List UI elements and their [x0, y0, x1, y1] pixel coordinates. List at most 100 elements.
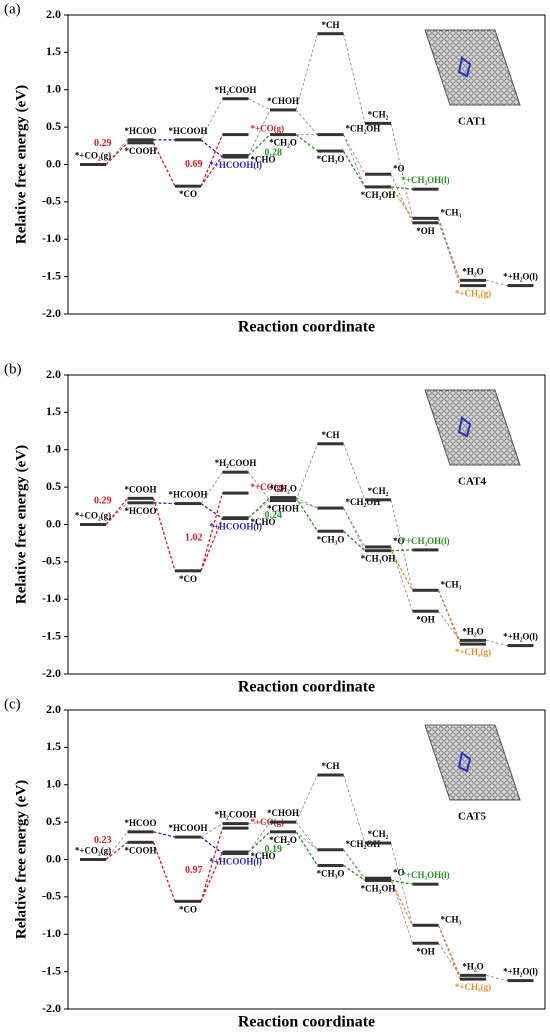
connector: [390, 842, 413, 926]
energy-level: [507, 644, 534, 648]
level-label: *O: [393, 867, 405, 877]
energy-level: [365, 549, 391, 553]
connector: [200, 155, 224, 187]
x-axis-label: Reaction coordinate: [238, 319, 375, 336]
catalyst-site: [457, 416, 472, 438]
energy-level: [222, 97, 249, 101]
level-label: *+CO₂(g): [75, 846, 111, 856]
y-tick-label: -1.5: [42, 963, 61, 977]
level-label: *OH: [416, 614, 435, 624]
connector: [438, 925, 461, 976]
energy-level: [127, 501, 154, 505]
energy-level: [460, 284, 486, 288]
level-label: *HCOOH: [168, 126, 207, 136]
energy-level: [222, 517, 249, 521]
level-label: *+CH₄(g): [455, 982, 491, 992]
energy-level: [507, 284, 534, 288]
energy-level: [80, 163, 106, 166]
level-label: *O: [393, 163, 405, 173]
energy-level: [317, 773, 344, 777]
y-tick-label: 1.5: [46, 739, 61, 753]
energy-level: [270, 830, 296, 834]
y-tick-label: 0.0: [46, 851, 61, 865]
energy-level: [270, 496, 296, 500]
energy-level: [412, 941, 439, 945]
y-tick-label: 0.5: [46, 814, 61, 828]
level-label: *COOH: [124, 146, 156, 156]
connector: [343, 864, 366, 881]
connector: [438, 610, 461, 641]
energy-level: [127, 840, 154, 844]
connector: [390, 186, 413, 190]
connector: [343, 443, 366, 500]
connector: [200, 134, 224, 187]
level-label: *H₂COOH: [215, 85, 257, 95]
connector: [390, 123, 413, 219]
energy-level: [317, 149, 344, 153]
energy-level: [365, 841, 391, 845]
barrier-label: 0.28: [265, 147, 283, 158]
connector: [200, 139, 223, 158]
connector: [343, 33, 366, 124]
connector: [295, 497, 319, 532]
connector: [248, 821, 271, 853]
connector: [295, 821, 318, 851]
y-tick-label: -0.5: [42, 554, 61, 568]
level-label: *H₂O: [462, 961, 483, 971]
level-label: *CO: [179, 904, 197, 914]
connector: [390, 186, 414, 219]
y-tick-label: 1.0: [46, 777, 61, 791]
level-label: *+CO(g): [251, 482, 285, 492]
energy-level: [127, 141, 154, 145]
energy-level: [175, 184, 201, 188]
connector: [295, 109, 318, 135]
level-label: *CH₂O: [269, 835, 297, 845]
catalyst-label: CAT5: [458, 811, 486, 823]
connector: [200, 471, 223, 504]
y-tick-label: 0.0: [46, 156, 61, 170]
energy-level: [365, 876, 391, 880]
energy-level: [127, 830, 154, 834]
energy-level: [460, 638, 486, 642]
catalyst-inset: [424, 724, 521, 801]
energy-level: [412, 882, 439, 886]
connector: [248, 109, 271, 156]
level-label: *CH₃: [441, 914, 462, 924]
level-label: *CH: [322, 20, 340, 30]
level-label: *+CO₂(g): [75, 511, 111, 521]
level-label: *COOH: [124, 845, 156, 855]
energy-level: [317, 442, 344, 446]
level-label: *O: [393, 536, 405, 546]
connector: [200, 503, 223, 520]
connector: [105, 831, 128, 860]
level-label: *CH₂OH: [346, 839, 381, 849]
energy-level: [270, 820, 296, 824]
energy-level: [270, 133, 296, 137]
energy-level: [222, 852, 249, 856]
y-tick-label: -1.5: [42, 268, 61, 282]
energy-level: [460, 977, 486, 981]
connector: [152, 842, 176, 902]
catalyst-inset: [424, 29, 521, 106]
catalyst-site: [457, 751, 472, 773]
level-label: *CHO: [251, 155, 276, 165]
y-tick-label: 1.0: [46, 82, 61, 96]
barrier-label: 1.02: [185, 533, 203, 544]
panel-label: (a): [4, 1, 21, 17]
level-label: *+HCOOH(l): [209, 522, 262, 532]
energy-level: [175, 835, 201, 839]
panel: (b) -2.0 -1.5 -1.0 -0.5 0.0 0.5 1.0 1.5 2.0 Relati…: [4, 361, 546, 696]
level-label: *+HCOOH(l): [209, 160, 262, 170]
level-label: *+H₂O(l): [503, 272, 538, 282]
panel: (c) -2.0 -1.5 -1.0 -0.5 0.0 0.5 1.0 1.5 2.0 Relati…: [4, 696, 546, 1031]
y-tick-label: 2.0: [46, 7, 61, 21]
panel-label: (c): [4, 696, 21, 712]
level-label: *+CO₂(g): [75, 151, 111, 161]
y-tick-label: 1.5: [46, 44, 61, 58]
level-label: *H₂O: [462, 626, 483, 636]
connector: [390, 549, 413, 552]
connector: [105, 142, 128, 165]
level-label: *HCOOH: [168, 490, 207, 500]
energy-level: [412, 588, 439, 592]
